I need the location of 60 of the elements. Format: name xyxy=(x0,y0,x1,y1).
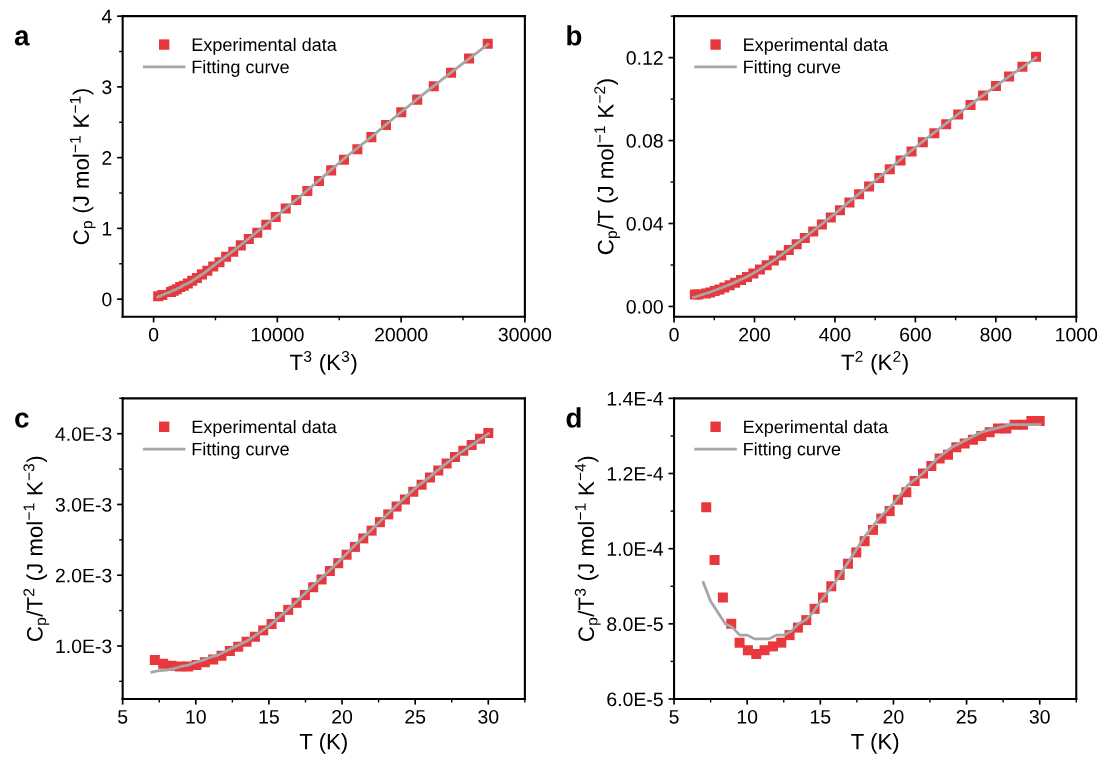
y-tick-label: 2 xyxy=(102,151,112,165)
legend-label: Experimental data xyxy=(192,37,337,55)
x-tick-label: 800 xyxy=(980,327,1012,342)
x-axis-title: T (K) xyxy=(299,733,347,754)
x-tick-label: 200 xyxy=(739,327,770,342)
legend-label: Experimental data xyxy=(744,37,889,55)
y-tick-label: 3 xyxy=(102,80,112,95)
chart-title: b xyxy=(567,25,582,46)
x-axis-title: T (K) xyxy=(851,733,899,754)
y-tick-label: 1.4E-4 xyxy=(607,392,664,406)
y-tick-label: 6.0E-5 xyxy=(607,692,663,707)
x-tick-label: 1000 xyxy=(1056,327,1098,342)
legend-label: Fitting curve xyxy=(192,442,289,460)
y-tick-label: 0.08 xyxy=(626,134,663,148)
x-axis-title: T$^{3}$ (K$^{3}$) xyxy=(290,350,357,375)
x-tick-label: 10 xyxy=(737,709,758,724)
x-tick-label: 10000 xyxy=(251,327,304,342)
x-tick-label: 30 xyxy=(478,709,499,724)
y-tick-label: 1.0E-4 xyxy=(607,542,664,556)
x-tick-label: 25 xyxy=(956,709,977,724)
y-axis-title: C$_{p}$/T (J mol$^{−1}$ K$^{−2}$) xyxy=(594,79,621,255)
y-tick-label: 2.0E-3 xyxy=(55,568,112,583)
y-tick-label: 4 xyxy=(101,9,112,24)
y-tick-label: 1 xyxy=(102,222,112,236)
y-axis-title: C$_{p}$ (J mol$^{−1}$ K$^{−1}$) xyxy=(69,89,96,245)
y-tick-label: 4.0E-3 xyxy=(55,427,112,441)
legend-label: Fitting curve xyxy=(744,60,841,77)
x-tick-label: 30000 xyxy=(498,327,552,342)
legend-label: Experimental data xyxy=(744,420,889,437)
x-tick-label: 5 xyxy=(669,710,679,724)
text: C$_{p}$/T$^{2}$ (J mol$^{−1}$ K$^{−3}$) xyxy=(23,456,50,641)
y-tick-label: 3.0E-3 xyxy=(55,497,112,512)
x-tick-label: 30 xyxy=(1029,709,1050,724)
y-tick-label: 0 xyxy=(102,292,112,307)
x-tick-label: 15 xyxy=(259,710,279,724)
x-axis-title: T$^{2}$ (K$^{2}$) xyxy=(841,350,908,375)
chart-title: d xyxy=(566,407,581,428)
legend-label: Fitting curve xyxy=(192,60,289,77)
chart-title: a xyxy=(14,30,30,46)
x-tick-label: 20000 xyxy=(375,327,428,342)
x-tick-label: 400 xyxy=(819,327,851,342)
x-tick-label: 0 xyxy=(669,327,679,342)
y-tick-label: 0.04 xyxy=(626,216,664,231)
x-tick-label: 15 xyxy=(810,710,831,724)
x-tick-label: 20 xyxy=(332,709,353,724)
legend-label: Fitting curve xyxy=(744,442,841,460)
y-tick-label: 0.12 xyxy=(626,51,663,65)
y-tick-label: 1.2E-4 xyxy=(607,466,664,481)
x-tick-label: 5 xyxy=(118,710,128,724)
y-tick-label: 0.00 xyxy=(626,299,663,314)
x-tick-label: 0 xyxy=(148,327,159,342)
chart-title: c xyxy=(15,412,29,428)
y-tick-label: 8.0E-5 xyxy=(607,617,663,632)
text: C$_{p}$/T$^{3}$ (J mol$^{−1}$ K$^{−4}$) xyxy=(574,456,601,641)
x-tick-label: 10 xyxy=(186,709,206,724)
legend-label: Experimental data xyxy=(192,420,337,437)
x-tick-label: 600 xyxy=(900,327,931,342)
x-tick-label: 20 xyxy=(883,709,904,724)
y-tick-label: 1.0E-3 xyxy=(56,639,112,654)
x-tick-label: 25 xyxy=(405,709,426,724)
